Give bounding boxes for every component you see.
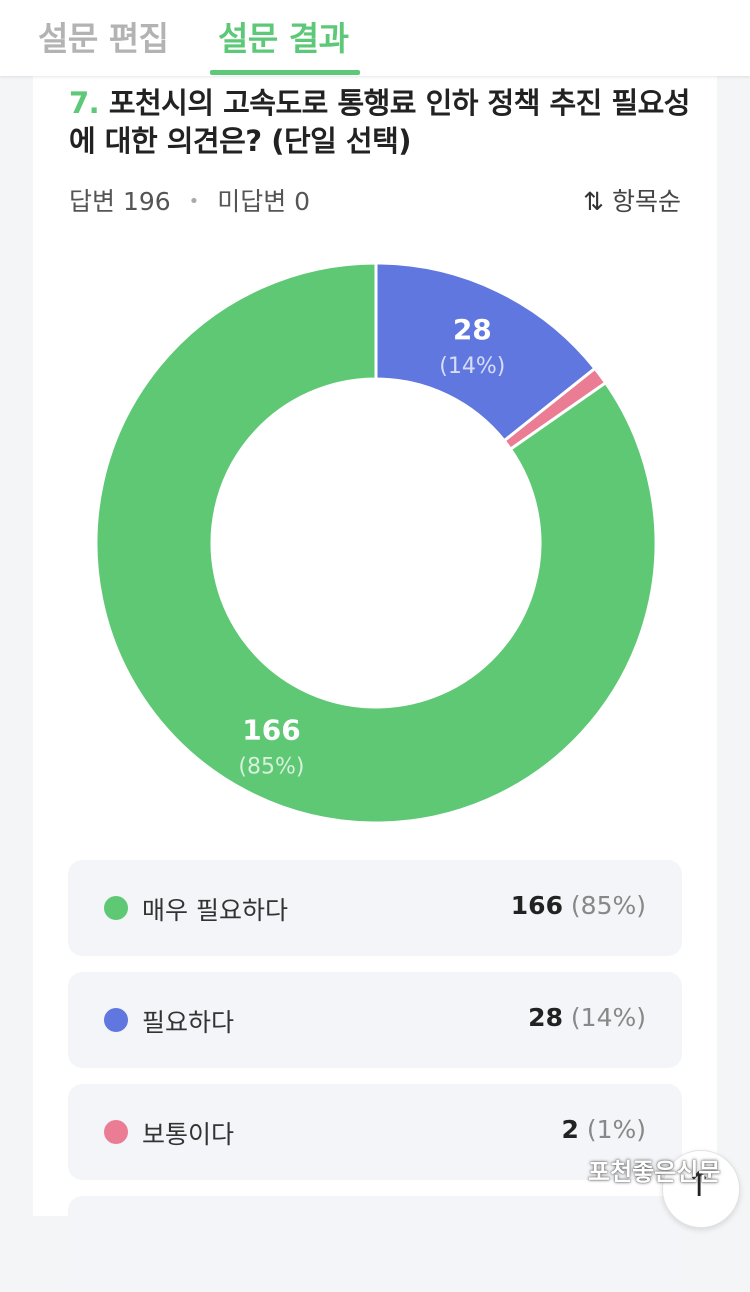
- legend-item: 보통이다 2 (1%): [68, 1084, 682, 1180]
- legend-count: 28: [528, 1003, 563, 1032]
- slice-value-label: 166: [242, 713, 300, 746]
- question-result-card: 7. 포천시의 고속도로 통행료 인하 정책 추진 필요성에 대한 의견은? (…: [33, 76, 717, 1292]
- sort-arrows-icon: ⇅: [583, 187, 604, 216]
- legend-item-partial: [68, 1196, 682, 1292]
- legend-color-dot: [104, 1008, 128, 1032]
- legend-item: 필요하다 28 (14%): [68, 972, 682, 1068]
- tab-survey-edit[interactable]: 설문 편집: [38, 19, 169, 58]
- legend-percent: (1%): [586, 1115, 646, 1144]
- slice-percent-label: (14%): [439, 354, 505, 379]
- question-title: 7. 포천시의 고속도로 통행료 인하 정책 추진 필요성에 대한 의견은? (…: [69, 84, 699, 160]
- active-tab-indicator: [210, 70, 360, 75]
- arrow-up-icon: ↑: [685, 1165, 714, 1205]
- legend-color-dot: [104, 896, 128, 920]
- sort-label: 항목순: [611, 187, 681, 216]
- question-number: 7.: [69, 86, 100, 120]
- sort-button[interactable]: ⇅ 항목순: [583, 182, 681, 218]
- legend-percent: (14%): [570, 1003, 646, 1032]
- donut-chart: 166 (85%) 28 (14%): [94, 261, 658, 825]
- legend-color-dot: [104, 1120, 128, 1144]
- legend-value: 166 (85%): [511, 891, 646, 920]
- donut-slice[interactable]: [374, 261, 598, 443]
- meta-separator: •: [188, 191, 200, 212]
- legend-value: 28 (14%): [528, 1003, 646, 1032]
- legend-label: 매우 필요하다: [142, 896, 288, 925]
- legend-item: 매우 필요하다 166 (85%): [68, 860, 682, 956]
- newspaper-watermark: 포천좋은신문: [588, 1158, 721, 1186]
- donut-slice[interactable]: [94, 261, 658, 825]
- legend-percent: (85%): [570, 891, 646, 920]
- top-tab-bar: 설문 편집 설문 결과: [0, 0, 750, 76]
- legend-label: 보통이다: [142, 1120, 235, 1149]
- question-text: 포천시의 고속도로 통행료 인하 정책 추진 필요성에 대한 의견은? (단일 …: [69, 86, 691, 158]
- slice-percent-label: (85%): [238, 754, 304, 779]
- legend-value: 2 (1%): [561, 1115, 646, 1144]
- slice-value-label: 28: [453, 313, 492, 346]
- tab-survey-results[interactable]: 설문 결과: [218, 19, 349, 58]
- legend-count: 166: [510, 891, 563, 920]
- response-counts: 답변 196 • 미답변 0: [69, 182, 310, 218]
- unanswered-count: 미답변 0: [217, 187, 311, 216]
- answered-count: 답변 196: [69, 187, 171, 216]
- legend-count: 2: [561, 1115, 579, 1144]
- legend-label: 필요하다: [142, 1008, 235, 1037]
